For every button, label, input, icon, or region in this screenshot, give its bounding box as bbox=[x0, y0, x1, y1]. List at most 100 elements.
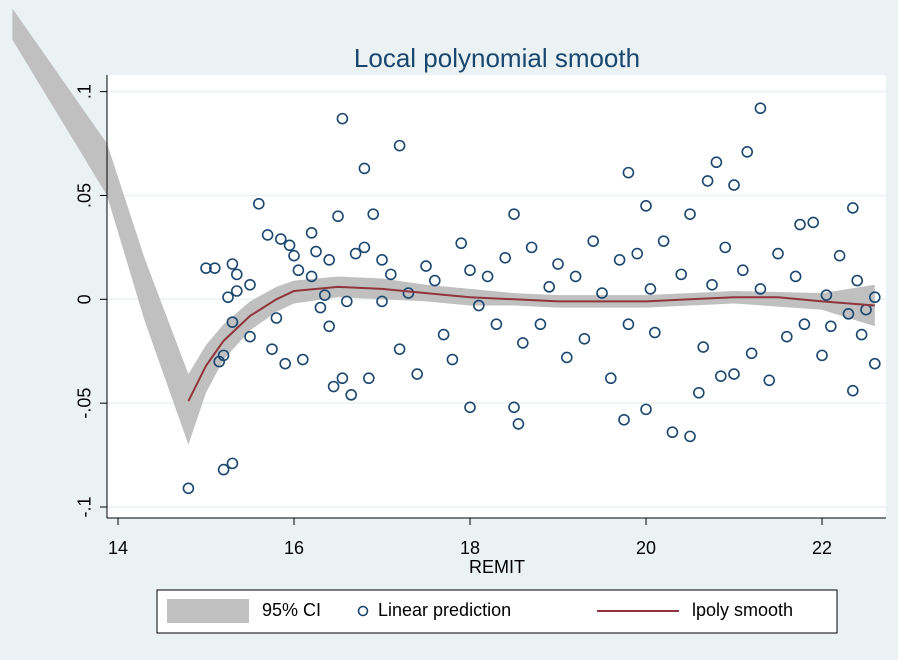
scatter-point bbox=[209, 262, 221, 274]
scatter-point bbox=[622, 166, 635, 179]
scatter-point bbox=[310, 245, 322, 258]
scatter-point bbox=[305, 227, 318, 239]
scatter-point bbox=[376, 254, 388, 266]
axes: -.1 -.05 0 .05 .1 14 16 18 20 22 bbox=[75, 75, 886, 558]
scatter-point bbox=[745, 347, 758, 360]
scatter-point bbox=[666, 426, 679, 439]
scatter-point bbox=[613, 254, 626, 266]
scatter-point bbox=[693, 386, 705, 399]
x-axis-label: REMIT bbox=[469, 557, 525, 577]
scatter-point bbox=[332, 210, 344, 223]
y-tick-label: .05 bbox=[75, 183, 95, 208]
scatter-point bbox=[437, 328, 450, 341]
legend-label: Linear prediction bbox=[378, 600, 511, 620]
legend-items: 95% CI Linear prediction lpoly smooth bbox=[167, 599, 793, 623]
scatter-point bbox=[420, 260, 432, 272]
x-tick-label: 18 bbox=[460, 538, 480, 558]
scatter-point bbox=[275, 233, 287, 245]
scatter-point bbox=[455, 237, 468, 250]
scatter-point bbox=[323, 320, 336, 333]
scatter-point bbox=[336, 112, 349, 125]
scatter-point bbox=[605, 372, 617, 385]
scatter-point bbox=[644, 283, 657, 295]
scatter-point bbox=[543, 281, 556, 293]
x-tick-label: 22 bbox=[812, 538, 832, 558]
scatter-point bbox=[508, 208, 520, 220]
scatter-point bbox=[327, 380, 340, 393]
scatter-point bbox=[231, 268, 243, 281]
scatter-point bbox=[279, 357, 292, 370]
scatter-point bbox=[499, 251, 512, 264]
scatter-point bbox=[684, 208, 696, 220]
scatter-point bbox=[798, 318, 811, 331]
scatter-point bbox=[552, 258, 564, 270]
scatter-point bbox=[490, 318, 503, 331]
scatter-point bbox=[288, 249, 300, 262]
scatter-point bbox=[200, 262, 212, 274]
scatter-point bbox=[640, 200, 652, 212]
x-tick-label: 16 bbox=[284, 538, 304, 558]
scatter-point bbox=[701, 175, 714, 187]
scatter-point bbox=[794, 218, 806, 231]
scatter-point bbox=[833, 249, 846, 262]
scatter-point bbox=[446, 353, 459, 366]
scatter-point bbox=[618, 413, 630, 426]
x-tick-label: 20 bbox=[636, 538, 656, 558]
scatter-point bbox=[358, 162, 371, 175]
scatter-point bbox=[266, 343, 278, 355]
scatter-point bbox=[631, 247, 644, 260]
scatter-point bbox=[569, 270, 582, 283]
scatter-point bbox=[270, 312, 283, 324]
scatter-point bbox=[816, 349, 828, 362]
scatter-point bbox=[728, 368, 740, 380]
scatter-point bbox=[789, 270, 802, 283]
scatter-point bbox=[512, 418, 525, 430]
scatter-point bbox=[253, 197, 265, 210]
scatter-point bbox=[314, 301, 327, 314]
legend-label: lpoly smooth bbox=[692, 600, 793, 620]
scatter-point bbox=[217, 349, 230, 362]
scatter-point bbox=[508, 401, 520, 414]
legend-symbol bbox=[167, 599, 249, 623]
scatter-point bbox=[763, 374, 776, 387]
scatter-point bbox=[349, 247, 362, 260]
y-tick-label: .1 bbox=[75, 84, 95, 99]
scatter-point bbox=[772, 247, 784, 260]
scatter-point bbox=[706, 278, 718, 291]
scatter-point bbox=[473, 299, 485, 312]
legend-symbol bbox=[357, 605, 369, 617]
scatter-point bbox=[464, 401, 476, 414]
scatter-point bbox=[525, 241, 538, 254]
scatter-point bbox=[385, 268, 397, 281]
scatter-point bbox=[587, 235, 600, 247]
scatter-point bbox=[429, 274, 441, 287]
scatter-point bbox=[341, 295, 353, 308]
marks bbox=[12, 8, 881, 495]
scatter-point bbox=[217, 463, 230, 476]
scatter-point bbox=[319, 289, 331, 301]
scatter-point bbox=[715, 370, 727, 382]
scatter-point bbox=[244, 330, 256, 343]
scatter-point bbox=[754, 102, 767, 115]
scatter-point bbox=[649, 326, 661, 339]
scatter-point bbox=[684, 430, 696, 443]
scatter-point bbox=[622, 318, 635, 331]
scatter-point bbox=[697, 341, 710, 353]
scatter-point bbox=[825, 320, 837, 333]
scatter-point bbox=[464, 264, 476, 277]
scatter-point bbox=[358, 241, 371, 254]
scatter-point bbox=[393, 139, 406, 152]
scatter-point bbox=[261, 229, 274, 241]
y-tick-label: -.05 bbox=[75, 388, 95, 419]
legend-label: 95% CI bbox=[262, 600, 321, 620]
scatter-point bbox=[719, 241, 732, 254]
scatter-point bbox=[292, 264, 305, 277]
scatter-point bbox=[481, 270, 494, 283]
scatter-point bbox=[741, 146, 754, 158]
scatter-point bbox=[847, 384, 859, 397]
scatter-point bbox=[393, 343, 406, 355]
scatter-point bbox=[781, 330, 793, 343]
scatter-point bbox=[336, 372, 349, 385]
scatter-point bbox=[376, 295, 388, 308]
scatter-point bbox=[323, 254, 336, 266]
